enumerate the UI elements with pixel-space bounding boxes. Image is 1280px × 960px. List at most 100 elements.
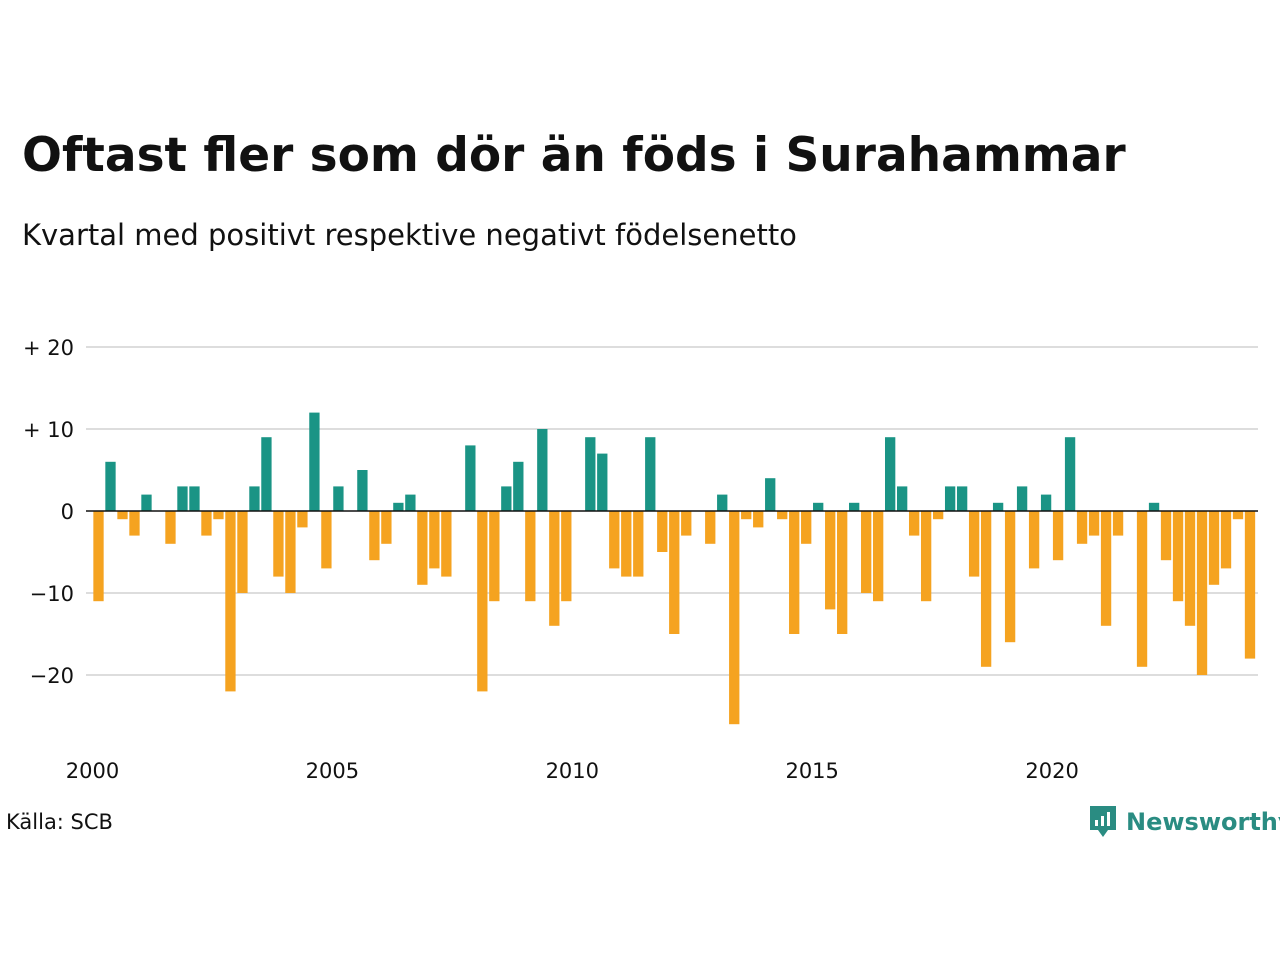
bar-2003-q2 bbox=[249, 486, 260, 511]
bar-2014-q2 bbox=[777, 511, 788, 520]
bar-2018-q2 bbox=[968, 511, 980, 577]
bar-2019-q3 bbox=[1028, 511, 1040, 569]
bar-2012-q1 bbox=[669, 511, 680, 634]
bar-2019-q4 bbox=[1040, 494, 1052, 511]
bar-2013-q3 bbox=[741, 511, 752, 520]
y-tick-label: + 10 bbox=[23, 418, 74, 442]
bar-2004-q3 bbox=[309, 412, 320, 511]
bar-2016-q4 bbox=[896, 486, 908, 511]
bar-2014-q4 bbox=[801, 511, 812, 544]
bar-2017-q1 bbox=[908, 511, 920, 536]
y-axis-ticks: + 20 + 10 0 −10 −20 bbox=[23, 336, 74, 688]
bar-2013-q4 bbox=[753, 511, 764, 528]
bar-2004-q4 bbox=[321, 511, 332, 569]
x-tick-label: 2015 bbox=[785, 759, 838, 783]
y-tick-label: 0 bbox=[61, 500, 74, 524]
bar-2000-q1 bbox=[93, 511, 104, 602]
bars bbox=[93, 412, 1256, 725]
bar-2017-q4 bbox=[944, 486, 956, 511]
bar-2010-q4 bbox=[609, 511, 620, 569]
bar-2018-q4 bbox=[992, 502, 1004, 511]
bar-2011-q3 bbox=[645, 437, 656, 511]
chart-title: Oftast fler som dör än föds i Surahammar bbox=[22, 128, 1126, 183]
bar-2008-q3 bbox=[501, 486, 512, 511]
bar-2007-q4 bbox=[465, 445, 476, 511]
bar-2007-q1 bbox=[429, 511, 440, 569]
bar-2022-q2 bbox=[1160, 511, 1172, 561]
newsworthy-logo-icon bbox=[1090, 806, 1116, 837]
bar-2016-q1 bbox=[861, 511, 872, 593]
bar-2009-q3 bbox=[549, 511, 560, 626]
bar-2020-q3 bbox=[1076, 511, 1088, 544]
bar-2009-q4 bbox=[561, 511, 572, 602]
bar-2018-q3 bbox=[980, 511, 992, 667]
bar-2022-q4 bbox=[1184, 511, 1196, 626]
bar-2003-q1 bbox=[237, 511, 248, 593]
bar-2007-q2 bbox=[441, 511, 452, 577]
brand-name: Newsworthy bbox=[1126, 808, 1280, 836]
bar-2015-q1 bbox=[813, 502, 824, 511]
bar-2005-q1 bbox=[333, 486, 344, 511]
bar-2008-q2 bbox=[489, 511, 500, 602]
bar-2012-q4 bbox=[705, 511, 716, 544]
bar-2000-q2 bbox=[105, 461, 116, 511]
chart-subtitle: Kvartal med positivt respektive negativt… bbox=[22, 218, 797, 252]
bar-2011-q1 bbox=[621, 511, 632, 577]
x-axis-ticks: 2000 2005 2010 2015 2020 bbox=[66, 759, 1079, 783]
bar-2000-q3 bbox=[117, 511, 128, 520]
bar-2008-q1 bbox=[477, 511, 488, 692]
bar-2001-q1 bbox=[141, 494, 152, 511]
bar-2002-q1 bbox=[189, 486, 200, 511]
bar-2014-q1 bbox=[765, 478, 776, 511]
source-note: Källa: SCB bbox=[6, 810, 113, 834]
y-tick-label: + 20 bbox=[23, 336, 74, 360]
bar-2000-q4 bbox=[129, 511, 140, 536]
bar-2017-q2 bbox=[920, 511, 932, 602]
bar-2005-q3 bbox=[357, 470, 368, 511]
bar-2015-q3 bbox=[837, 511, 848, 634]
bar-2016-q3 bbox=[885, 437, 896, 511]
x-tick-label: 2000 bbox=[66, 759, 119, 783]
bar-2021-q2 bbox=[1112, 511, 1124, 536]
bar-2020-q1 bbox=[1052, 511, 1064, 561]
bar-2006-q4 bbox=[417, 511, 428, 585]
bar-2011-q2 bbox=[633, 511, 644, 577]
bar-2013-q1 bbox=[717, 494, 728, 511]
bar-2009-q1 bbox=[525, 511, 536, 602]
bar-2002-q3 bbox=[213, 511, 224, 520]
y-tick-label: −20 bbox=[30, 664, 74, 688]
x-tick-label: 2005 bbox=[306, 759, 359, 783]
bar-2021-q1 bbox=[1100, 511, 1112, 626]
x-tick-label: 2020 bbox=[1025, 759, 1078, 783]
bar-2013-q2 bbox=[729, 511, 740, 725]
bar-2006-q3 bbox=[405, 494, 416, 511]
bar-2006-q1 bbox=[381, 511, 392, 544]
bar-2015-q4 bbox=[849, 502, 860, 511]
bar-2016-q2 bbox=[873, 511, 884, 602]
x-tick-label: 2010 bbox=[546, 759, 599, 783]
bar-2023-q4 bbox=[1232, 511, 1244, 520]
bar-2012-q2 bbox=[681, 511, 692, 536]
bar-2020-q2 bbox=[1064, 437, 1076, 511]
bar-2023-q2 bbox=[1208, 511, 1220, 585]
bar-2020-q4 bbox=[1088, 511, 1100, 536]
bar-2010-q3 bbox=[597, 453, 608, 511]
bar-2006-q2 bbox=[393, 502, 404, 511]
bar-2001-q3 bbox=[165, 511, 176, 544]
newsworthy-brand[interactable]: Newsworthy bbox=[1088, 804, 1280, 840]
y-tick-label: −10 bbox=[30, 582, 74, 606]
bar-2002-q4 bbox=[225, 511, 236, 692]
bar-2004-q2 bbox=[297, 511, 308, 528]
bar-2014-q3 bbox=[789, 511, 800, 634]
bar-2022-q3 bbox=[1172, 511, 1184, 602]
bar-2010-q2 bbox=[585, 437, 596, 511]
bar-2002-q2 bbox=[201, 511, 212, 536]
bar-2009-q2 bbox=[537, 429, 548, 511]
bar-2003-q4 bbox=[273, 511, 284, 577]
bar-2005-q4 bbox=[369, 511, 380, 561]
bar-2021-q4 bbox=[1136, 511, 1148, 667]
bar-2004-q1 bbox=[285, 511, 296, 593]
bar-2023-q1 bbox=[1196, 511, 1208, 675]
bar-2017-q3 bbox=[932, 511, 944, 520]
